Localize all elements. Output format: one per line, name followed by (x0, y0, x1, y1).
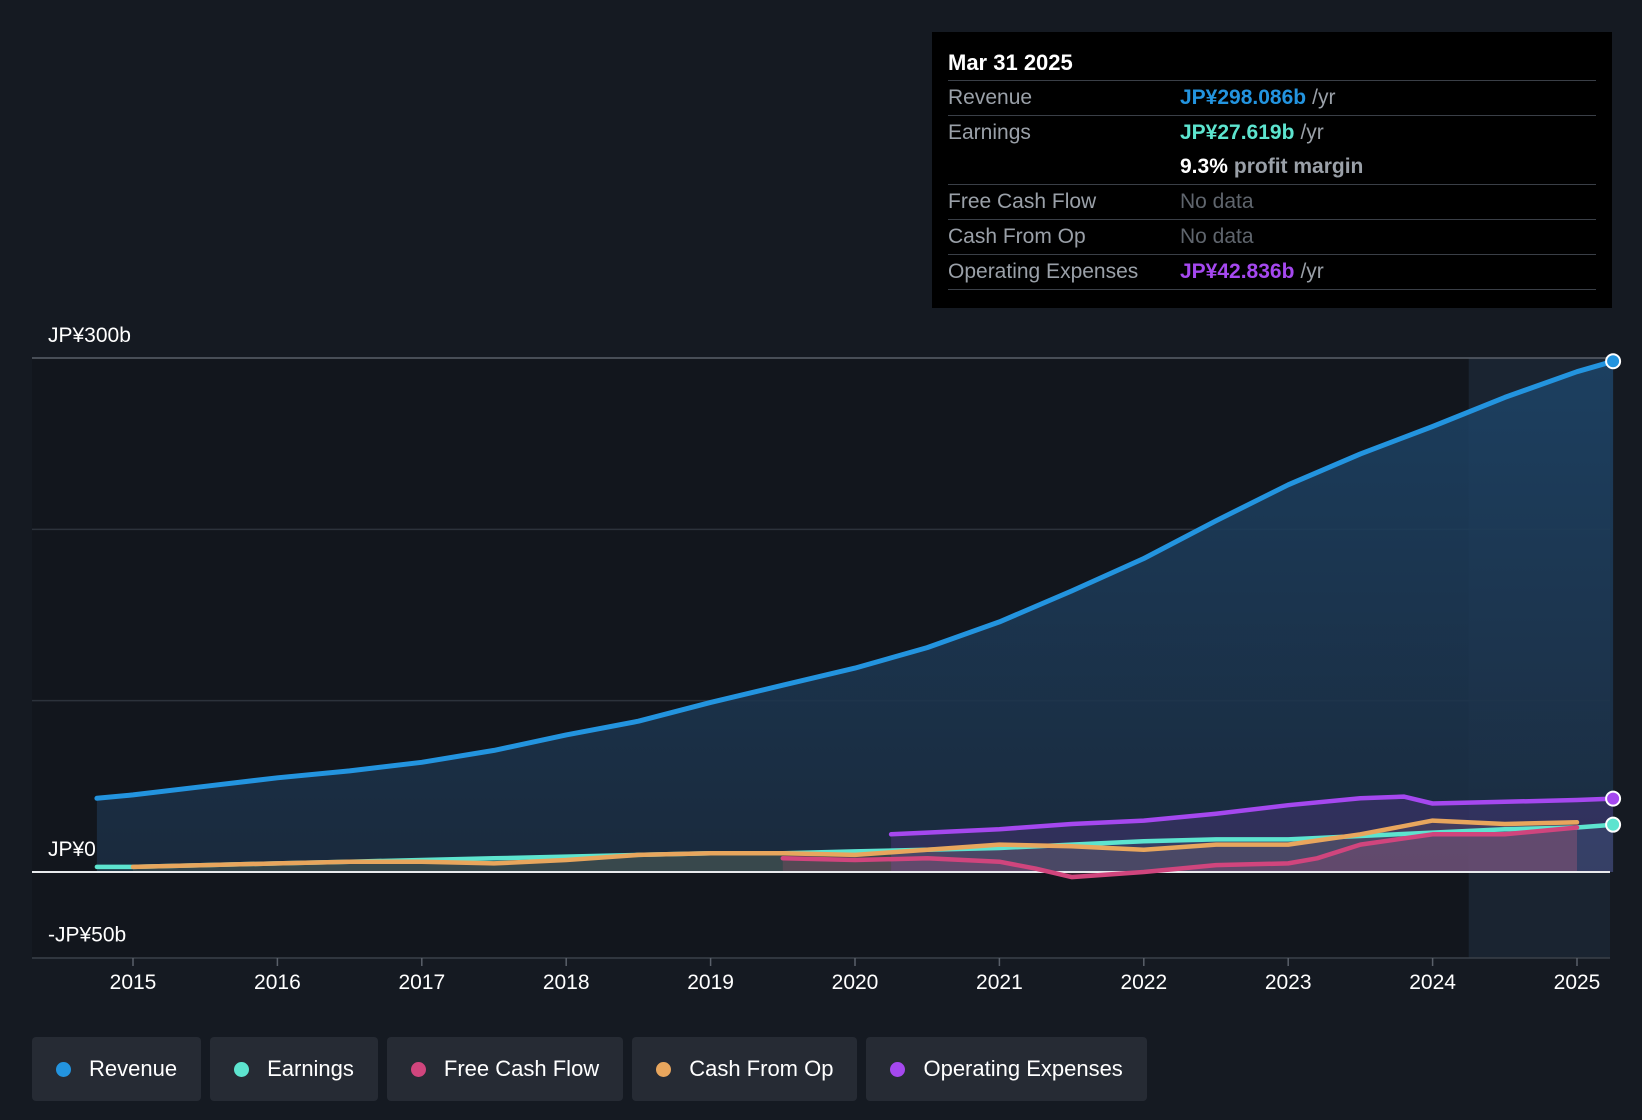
tooltip-opex-unit: /yr (1300, 260, 1324, 283)
area-operating-expenses (891, 796, 1614, 872)
opex-dot-icon (890, 1061, 906, 1077)
y-axis-label: -JP¥50b (48, 924, 126, 947)
data-tooltip: Mar 31 2025 Revenue JP¥298.086b /yr Earn… (932, 32, 1612, 308)
legend-item-earnings[interactable]: Earnings (210, 1037, 378, 1101)
tooltip-margin-label: profit margin (1233, 155, 1364, 178)
tooltip-row-cfo: Cash From Op No data (948, 219, 1596, 254)
x-tick-label-2018: 2018 (543, 971, 590, 994)
legend-label-earnings: Earnings (267, 1056, 354, 1081)
line-cash-from-op (130, 818, 1580, 870)
marker-revenue (1605, 353, 1622, 370)
x-tick-label-2025: 2025 (1554, 971, 1601, 994)
tooltip-earnings-label: Earnings (948, 121, 1031, 144)
revenue-dot-icon (56, 1061, 71, 1077)
tooltip-divider (948, 289, 1596, 290)
tooltip-date: Mar 31 2025 (948, 50, 1073, 75)
legend-label-revenue: Revenue (89, 1056, 178, 1081)
area-free-cash-flow (782, 827, 1577, 878)
tooltip-revenue-unit: /yr (1312, 86, 1336, 109)
legend-label-fcf: Free Cash Flow (443, 1056, 600, 1081)
line-operating-expenses (888, 794, 1616, 837)
x-tick-label-2020: 2020 (832, 971, 879, 994)
legend: Revenue Earnings Free Cash Flow Cash Fro… (32, 1037, 1147, 1101)
tooltip-revenue-value: JP¥298.086b (1180, 86, 1307, 109)
x-tick-label-2015: 2015 (110, 971, 157, 994)
area-revenue (96, 361, 1614, 872)
legend-label-opex: Operating Expenses (923, 1056, 1123, 1081)
x-tick-label-2023: 2023 (1265, 971, 1312, 994)
tooltip-revenue-label: Revenue (948, 86, 1033, 109)
tooltip-opex-label: Operating Expenses (948, 260, 1139, 283)
area-cash-from-op (133, 820, 1577, 872)
marker-operating-expenses (1605, 790, 1622, 807)
x-tick-label-2019: 2019 (687, 971, 734, 994)
tooltip-row-fcf: Free Cash Flow No data (948, 184, 1596, 219)
tooltip-row-margin: 9.3% profit margin (948, 150, 1596, 184)
legend-item-opex[interactable]: Operating Expenses (866, 1037, 1147, 1101)
tooltip-margin-value: 9.3% (1180, 155, 1228, 178)
tooltip-row-earnings: Earnings JP¥27.619b /yr (948, 115, 1596, 150)
tooltip-cfo-label: Cash From Op (948, 225, 1086, 248)
x-tick-label-2016: 2016 (254, 971, 301, 994)
y-axis-label: JP¥300b (48, 324, 131, 347)
legend-item-fcf[interactable]: Free Cash Flow (386, 1037, 624, 1101)
x-tick-label-2017: 2017 (398, 971, 445, 994)
tooltip-row-opex: Operating Expenses JP¥42.836b /yr (948, 254, 1596, 289)
line-free-cash-flow (780, 825, 1580, 880)
tooltip-fcf-value: No data (1180, 190, 1254, 213)
tooltip-earnings-value: JP¥27.619b (1180, 121, 1295, 144)
legend-item-cfo[interactable]: Cash From Op (632, 1037, 858, 1101)
legend-item-revenue[interactable]: Revenue (32, 1037, 202, 1101)
earnings-dot-icon (234, 1061, 250, 1077)
tooltip-cfo-value: No data (1180, 225, 1254, 248)
tooltip-opex-value: JP¥42.836b (1180, 260, 1295, 283)
fcf-dot-icon (410, 1061, 426, 1077)
line-revenue (94, 358, 1616, 801)
tooltip-fcf-label: Free Cash Flow (948, 190, 1097, 213)
marker-earnings (1605, 816, 1622, 833)
x-tick-label-2024: 2024 (1409, 971, 1456, 994)
x-tick-label-2021: 2021 (976, 971, 1023, 994)
y-axis-label: JP¥0 (48, 838, 96, 861)
tooltip-earnings-unit: /yr (1300, 121, 1324, 144)
legend-label-cfo: Cash From Op (689, 1056, 834, 1081)
x-tick-label-2022: 2022 (1120, 971, 1167, 994)
cfo-dot-icon (656, 1061, 672, 1077)
tooltip-row-revenue: Revenue JP¥298.086b /yr (948, 80, 1596, 115)
